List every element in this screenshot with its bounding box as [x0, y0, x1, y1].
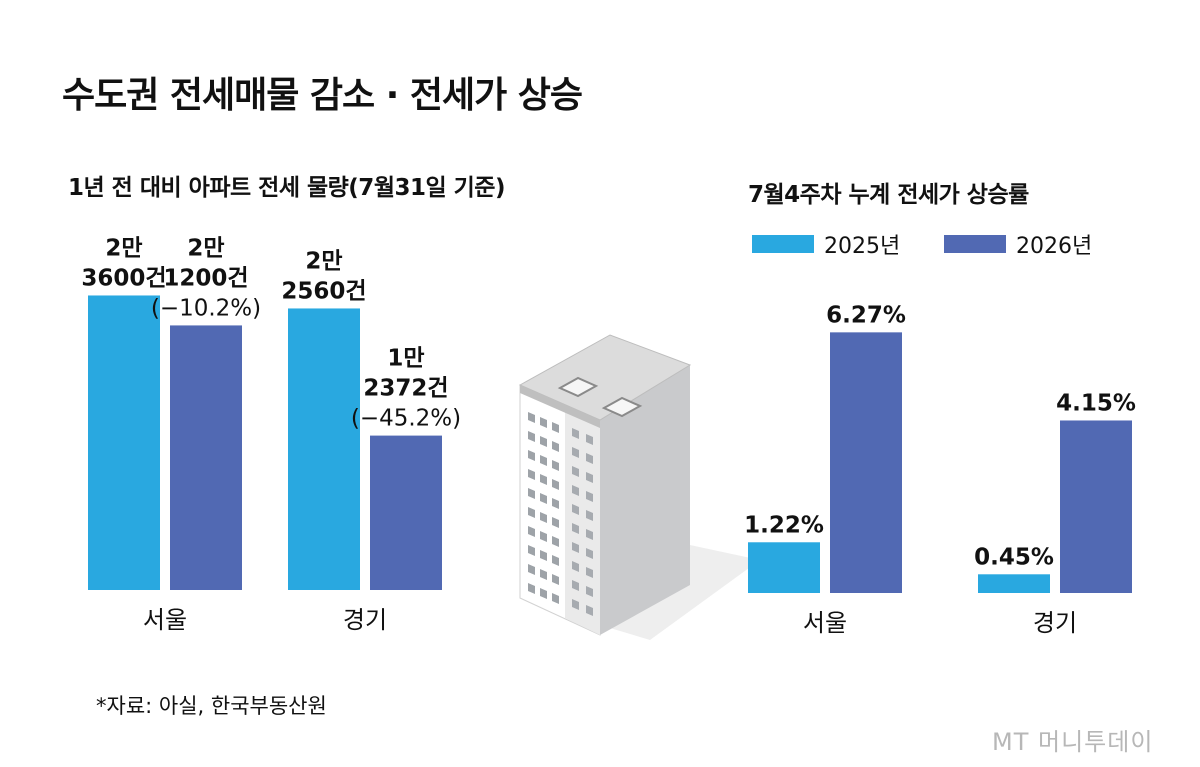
data-label-left-1-0-1: 2560건 — [281, 278, 366, 304]
bar-right-1-0 — [978, 574, 1050, 593]
category-label-right-1: 경기 — [1033, 609, 1077, 637]
left-bar-chart: 2만 3600건 2만 1200건 (−10.2%) 서울 2만 2560건 1만 2372건 (−… — [81, 235, 461, 634]
category-label-left-0: 서울 — [143, 606, 187, 634]
publisher-logo: MT 머니투데이 — [992, 728, 1154, 756]
bar-right-0-0 — [748, 542, 820, 593]
bar-left-0-0 — [88, 295, 160, 590]
data-label-left-1-1-2: (−45.2%) — [351, 406, 461, 432]
apartment-building-illustration — [518, 334, 760, 640]
data-label-right-0-1-0: 6.27% — [826, 302, 906, 328]
data-label-left-0-0-1: 3600건 — [81, 265, 166, 291]
right-chart-title: 7월4주차 누계 전세가 상승률 — [748, 182, 1029, 208]
data-label-left-1-1-0: 1만 — [387, 346, 424, 372]
right-bar-chart: 1.22% 6.27% 서울 0.45% 4.15% 경기 — [744, 302, 1136, 637]
left-chart-title: 1년 전 대비 아파트 전세 물량(7월31일 기준) — [68, 175, 505, 201]
data-label-left-0-1-2: (−10.2%) — [151, 295, 261, 321]
category-label-left-1: 경기 — [343, 606, 387, 634]
legend-swatch-2025 — [752, 235, 814, 253]
legend-item-2025: 2025년 — [752, 228, 900, 260]
source-note: *자료: 아실, 한국부동산원 — [96, 694, 327, 718]
bar-right-1-1 — [1060, 420, 1132, 593]
bar-left-1-1 — [370, 435, 442, 590]
data-label-left-1-1-1: 2372건 — [363, 376, 448, 402]
data-label-right-1-0-0: 0.45% — [974, 544, 1054, 570]
legend-item-2026: 2026년 — [944, 228, 1092, 260]
data-label-left-0-1-1: 1200건 — [163, 265, 248, 291]
data-label-left-0-1-0: 2만 — [187, 235, 224, 261]
data-label-right-0-0-0: 1.22% — [744, 512, 824, 538]
page-title: 수도권 전세매물 감소 · 전세가 상승 — [62, 75, 583, 116]
data-label-left-0-0-0: 2만 — [105, 235, 142, 261]
legend-label-2026: 2026년 — [1016, 234, 1093, 259]
legend-label-2025: 2025년 — [824, 234, 901, 259]
legend-swatch-2026 — [944, 235, 1006, 253]
category-label-right-0: 서울 — [803, 609, 847, 637]
bar-left-1-0 — [288, 308, 360, 590]
data-label-right-1-1-0: 4.15% — [1056, 390, 1136, 416]
data-label-left-1-0-0: 2만 — [305, 248, 342, 274]
bar-right-0-1 — [830, 332, 902, 593]
bar-left-0-1 — [170, 325, 242, 590]
